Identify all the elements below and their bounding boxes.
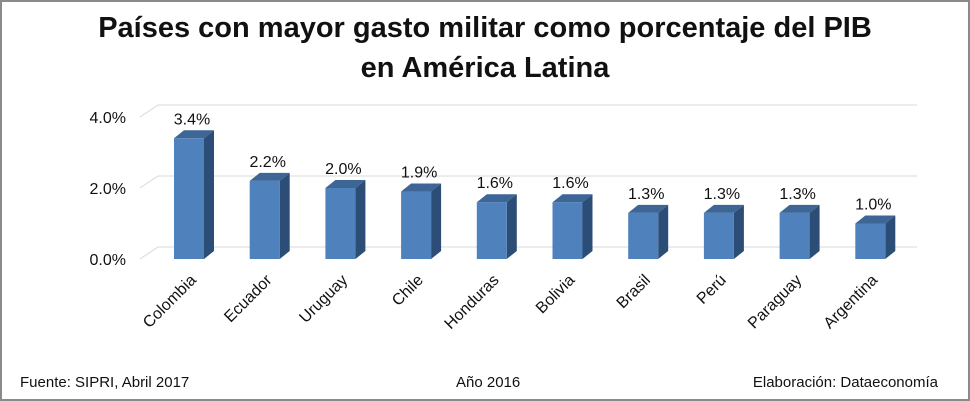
bar-paraguay (779, 204, 820, 259)
bar-side (582, 194, 593, 259)
bar-bolivia (552, 194, 593, 259)
bar-front (628, 212, 659, 259)
data-label: 2.2% (249, 154, 285, 171)
bar-front (552, 202, 583, 259)
bar-colombia (174, 130, 214, 259)
data-label: 1.3% (779, 186, 815, 203)
bar-front (249, 180, 280, 259)
footer-year: Año 2016 (456, 374, 521, 391)
x-tick-label: Chile (389, 272, 427, 310)
chart-title-line-1: Países con mayor gasto militar como porc… (98, 12, 872, 44)
bar-top (325, 180, 366, 188)
bar-side (809, 204, 820, 259)
bar-side (885, 215, 896, 259)
x-axis: Colombia Ecuador Uruguay Chile Honduras Boliv… (140, 271, 881, 333)
data-labels: 3.4% 2.2% 2.0% 1.9% 1.6% 1.6% 1.3% 1.3% 1.3% 1.0% (174, 111, 892, 213)
bar-brasil (628, 204, 669, 259)
x-tick-label: Uruguay (296, 272, 351, 327)
y-tick-label: 4.0% (90, 110, 126, 127)
data-label: 2.0% (325, 161, 361, 178)
bar-front (779, 212, 810, 259)
gridline (139, 104, 917, 118)
bar-top (552, 194, 593, 203)
bars (174, 130, 896, 259)
footer-credit: Elaboración: Dataeconomía (752, 374, 938, 391)
bar-top (476, 194, 517, 203)
x-tick-label: Bolivia (533, 272, 578, 317)
bar-side (204, 130, 214, 259)
bar-side (733, 204, 744, 259)
bar-uruguay (325, 180, 366, 259)
x-tick-label: Ecuador (221, 271, 276, 326)
bar-front (174, 138, 204, 259)
y-axis: 0.0% 2.0% 4.0% (90, 110, 126, 269)
bar-ecuador (249, 172, 290, 259)
bar-chile (401, 183, 442, 259)
bar-top (779, 204, 820, 213)
gridline (139, 175, 917, 189)
footer-source: Fuente: SIPRI, Abril 2017 (20, 374, 190, 391)
bar-front (703, 212, 734, 259)
bar-top (174, 130, 214, 139)
bar-side (355, 180, 366, 259)
bar-top (628, 204, 669, 213)
bar-argentina (855, 215, 896, 259)
bar-top (855, 215, 896, 224)
x-tick-label: Honduras (442, 272, 503, 333)
bar-front (476, 202, 507, 259)
bar-honduras (476, 194, 517, 259)
bar-top (703, 204, 744, 213)
x-tick-label: Perú (694, 272, 730, 308)
y-tick-label: 0.0% (90, 252, 126, 269)
x-tick-label: Argentina (821, 272, 882, 333)
data-label: 1.3% (628, 186, 664, 203)
x-tick-label: Paraguay (745, 272, 805, 332)
bar-side (506, 194, 517, 259)
bar-front (401, 191, 432, 259)
data-label: 1.9% (401, 165, 437, 182)
y-tick-label: 2.0% (90, 181, 126, 198)
data-label: 1.3% (704, 186, 740, 203)
bar-perú (703, 204, 744, 259)
bar-front (855, 223, 886, 259)
bar-side (431, 183, 442, 259)
data-label: 3.4% (174, 111, 210, 128)
x-tick-label: Brasil (614, 272, 654, 312)
bar-front (325, 188, 356, 259)
data-label: 1.6% (552, 175, 588, 192)
data-label: 1.0% (855, 197, 891, 214)
bar-top (249, 172, 290, 181)
data-label: 1.6% (477, 175, 513, 192)
bar-top (401, 183, 442, 192)
x-tick-label: Colombia (140, 272, 200, 332)
bar-side (279, 172, 290, 259)
bar-side (658, 204, 669, 259)
chart-title-line-2: en América Latina (360, 52, 610, 84)
